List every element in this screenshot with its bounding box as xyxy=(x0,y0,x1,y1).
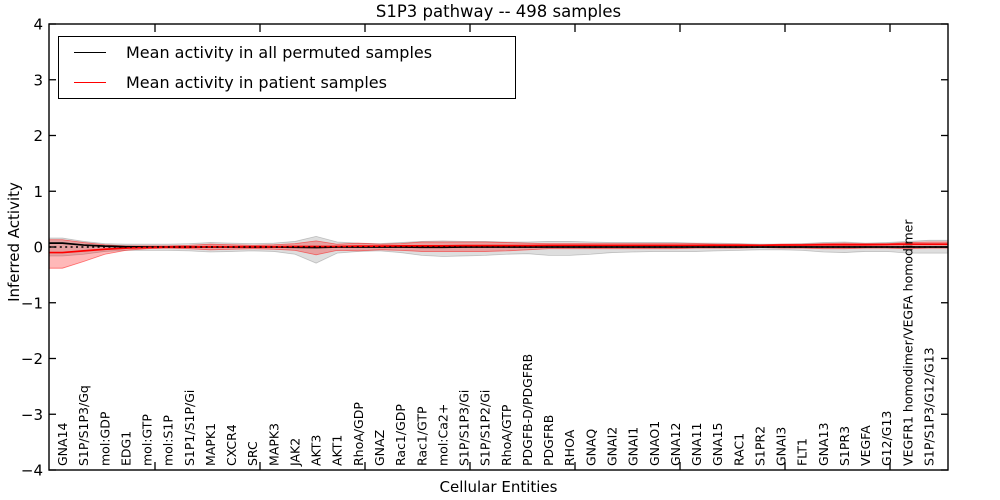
x-category-label: S1P/S1P3/G12/G13 xyxy=(922,347,937,466)
x-category-label: mol:GDP xyxy=(97,411,112,466)
y-tick-label: 4 xyxy=(33,16,43,34)
x-category-label: mol:GTP xyxy=(140,414,155,466)
x-category-label: SRC xyxy=(245,441,260,466)
x-category-label: FLT1 xyxy=(795,438,810,466)
y-tick-label: −4 xyxy=(21,462,43,480)
x-category-label: RAC1 xyxy=(731,433,746,466)
x-category-label: Rac1/GTP xyxy=(414,406,429,466)
x-category-label: VEGFR1 homodimer/VEGFA homodimer xyxy=(900,219,915,466)
x-category-label: RhoA/GDP xyxy=(351,402,366,466)
x-category-label: GNAI2 xyxy=(604,427,619,466)
x-category-label: VEGFA xyxy=(858,425,873,466)
x-category-label: GNAI3 xyxy=(774,427,789,466)
legend-item-permuted: Mean activity in all permuted samples xyxy=(59,37,515,67)
x-category-label: S1P/S1P2/Gi xyxy=(478,390,493,466)
x-category-label: S1P1/S1P/Gi xyxy=(182,390,197,466)
x-category-label: JAK2 xyxy=(287,438,302,467)
x-category-label: EDG1 xyxy=(118,431,133,466)
x-category-label: GNAQ xyxy=(583,429,598,466)
x-category-label: S1PR3 xyxy=(837,426,852,466)
patient-line-swatch xyxy=(74,82,106,84)
legend: Mean activity in all permuted samples Me… xyxy=(58,36,516,99)
x-category-label: GNAI1 xyxy=(626,427,641,466)
x-category-label: GNA11 xyxy=(689,423,704,467)
legend-item-patient: Mean activity in patient samples xyxy=(59,68,515,98)
x-category-label: mol:Ca2+ xyxy=(435,404,450,466)
y-tick-label: 3 xyxy=(33,71,43,89)
x-category-label: GNA13 xyxy=(816,423,831,467)
x-category-label: CXCR4 xyxy=(224,424,239,466)
legend-label: Mean activity in patient samples xyxy=(126,73,387,93)
x-axis-label: Cellular Entities xyxy=(439,478,558,496)
y-tick-label: −2 xyxy=(21,350,43,368)
x-category-label: GNA14 xyxy=(55,422,70,466)
x-category-label: S1P/S1P3/Gi xyxy=(457,390,472,466)
x-category-label: RHOA xyxy=(562,429,577,466)
chart-title: S1P3 pathway -- 498 samples xyxy=(375,2,622,21)
x-category-label: PDGFRB xyxy=(541,415,556,466)
x-category-label: RhoA/GTP xyxy=(499,404,514,466)
x-category-label: S1PR2 xyxy=(752,426,767,466)
y-tick-label: 2 xyxy=(33,127,43,145)
x-category-label: mol:S1P xyxy=(161,415,176,466)
x-category-label: AKT3 xyxy=(309,435,324,466)
permuted-line-swatch xyxy=(74,51,106,53)
x-category-label: GNA12 xyxy=(668,423,683,467)
x-category-label: MAPK3 xyxy=(266,423,281,466)
x-category-label: S1P/S1P3/Gq xyxy=(76,385,91,466)
legend-label: Mean activity in all permuted samples xyxy=(126,42,433,62)
patient-mean-line xyxy=(49,243,948,254)
y-tick-label: −3 xyxy=(21,406,43,424)
x-category-label: MAPK1 xyxy=(203,423,218,466)
x-category-label: GNAZ xyxy=(372,430,387,466)
y-tick-label: 1 xyxy=(33,183,43,201)
y-axis-label: Inferred Activity xyxy=(5,182,23,302)
x-category-label: PDGFB-D/PDGFRB xyxy=(520,354,535,466)
y-tick-label: 0 xyxy=(33,239,43,257)
x-category-label: AKT1 xyxy=(330,435,345,466)
x-category-label: GNA15 xyxy=(710,423,725,467)
x-category-label: GNAO1 xyxy=(647,421,662,466)
x-category-label: G12/G13 xyxy=(879,411,894,466)
x-category-label: Rac1/GDP xyxy=(393,404,408,466)
y-tick-label: −1 xyxy=(21,294,43,312)
